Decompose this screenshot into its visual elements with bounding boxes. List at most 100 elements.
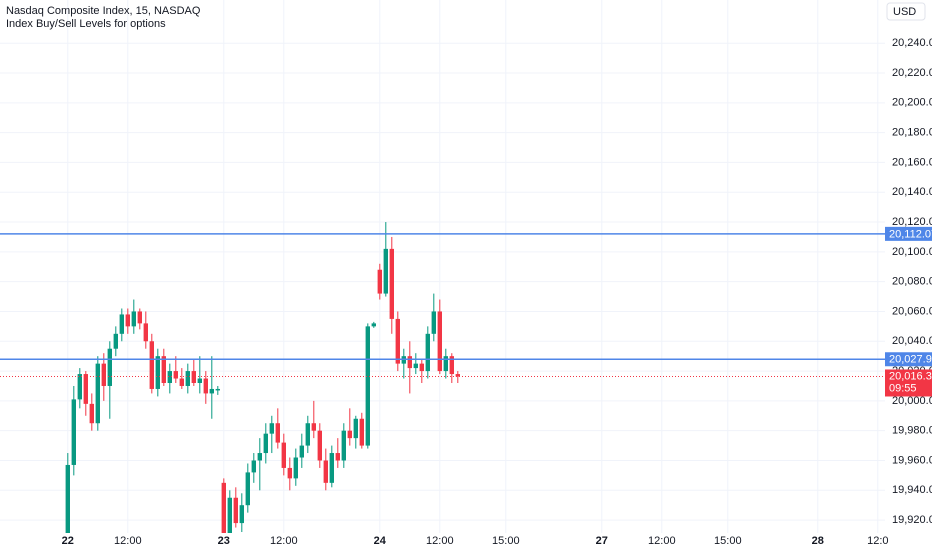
y-tick-label: 20,120.00 <box>892 216 932 228</box>
axes: 19,920.00 19,940.00 19,960.00 19,980.00 20,0… <box>62 37 932 547</box>
x-tick-label: 24 <box>374 535 387 547</box>
candle-body <box>383 248 388 294</box>
candle-body <box>215 388 220 391</box>
candle-body <box>311 423 316 431</box>
candle-body <box>221 482 226 533</box>
chart-subtitle: Index Buy/Sell Levels for options <box>6 18 166 30</box>
candle-body <box>341 430 346 461</box>
x-tick-label: 28 <box>812 535 824 547</box>
candle-body <box>227 497 232 533</box>
currency-label[interactable]: USD <box>893 6 916 18</box>
candle-body <box>131 311 136 327</box>
y-tick-label: 20,240.00 <box>892 37 932 49</box>
y-tick-label: 19,920.00 <box>892 514 932 526</box>
y-tick-label: 20,060.00 <box>892 305 932 317</box>
candle-body <box>335 453 340 461</box>
candle-body <box>197 378 202 383</box>
x-tick-label: 22 <box>62 535 74 547</box>
candle-body <box>245 472 250 506</box>
candle-body <box>257 453 262 461</box>
currency-button[interactable] <box>886 2 926 21</box>
x-tick-label: 12:0 <box>867 535 888 547</box>
y-tick-label: 19,960.00 <box>892 454 932 466</box>
candle-body <box>329 453 334 483</box>
candle-body <box>65 464 70 533</box>
y-tick-label: 20,040.00 <box>892 335 932 347</box>
candle-body <box>251 460 256 473</box>
chart-title: Nasdaq Composite Index, 15, NASDAQ <box>6 5 201 17</box>
candle-body <box>323 460 328 483</box>
grid <box>0 0 885 533</box>
x-tick-label: 15:00 <box>492 535 520 547</box>
candle-body <box>137 311 142 324</box>
candle-body <box>305 423 310 446</box>
candle-body <box>143 323 148 342</box>
candle-body <box>101 363 106 386</box>
y-tick-label: 20,160.00 <box>892 156 932 168</box>
y-tick-label: 19,980.00 <box>892 425 932 437</box>
candle-body <box>407 356 412 369</box>
candle-body <box>353 418 358 439</box>
candle-body <box>209 388 214 394</box>
y-tick-label: 20,000.00 <box>892 395 932 407</box>
y-tick-label: 20,200.00 <box>892 97 932 109</box>
candle-body <box>179 378 184 386</box>
candle-body <box>191 371 196 383</box>
x-tick-label: 15:00 <box>714 535 742 547</box>
candle-body <box>359 418 364 446</box>
x-tick-label: 12:00 <box>270 535 298 547</box>
candle-body <box>269 423 274 434</box>
level-label-bg <box>885 352 932 367</box>
countdown-label: 09:55 <box>889 382 917 394</box>
x-tick-label: 12:00 <box>114 535 142 547</box>
candle-body <box>167 371 172 383</box>
y-tick-label: 20,100.00 <box>892 246 932 258</box>
last-price-label: 20,016.37 <box>889 370 932 382</box>
candle-body <box>425 333 430 372</box>
candle-body <box>287 467 292 479</box>
y-tick-label: 20,140.00 <box>892 186 932 198</box>
plot-area <box>0 222 885 533</box>
candle-body <box>77 374 82 400</box>
candle-body <box>71 399 76 465</box>
candle-body <box>119 314 124 334</box>
candle-body <box>371 323 376 327</box>
candle-body <box>89 403 94 424</box>
candle-body <box>449 356 454 375</box>
candle-body <box>431 311 436 334</box>
x-tick-label: 12:00 <box>426 535 454 547</box>
last-price-bg <box>885 369 932 397</box>
x-tick-label: 12:00 <box>648 535 676 547</box>
candle-body <box>347 430 352 439</box>
candle-body <box>161 356 166 383</box>
candle-body <box>185 371 190 386</box>
level-label-bg <box>885 226 932 241</box>
candle-body <box>281 442 286 468</box>
level-label: 20,112.07 <box>889 228 932 240</box>
candle-body <box>173 371 178 379</box>
x-tick-label: 23 <box>218 535 230 547</box>
candle-body <box>389 248 394 319</box>
candle-body <box>395 318 400 364</box>
candle-body <box>275 423 280 443</box>
candle-body <box>437 311 442 372</box>
candle-body <box>113 333 118 349</box>
candle-body <box>239 505 244 524</box>
candle-body <box>419 363 424 372</box>
level-label: 20,027.93 <box>889 354 932 366</box>
candle-body <box>149 341 154 389</box>
candle-body <box>443 356 448 372</box>
candle-body <box>125 314 130 327</box>
candle-body <box>365 326 370 446</box>
candle-body <box>299 445 304 458</box>
candle-body <box>233 497 238 524</box>
candle-body <box>293 457 298 479</box>
candle-body <box>413 363 418 369</box>
candle-body <box>203 378 208 394</box>
candle-body <box>377 269 382 294</box>
candle-body <box>317 430 322 461</box>
x-tick-label: 27 <box>596 535 608 547</box>
y-tick-label: 19,940.00 <box>892 484 932 496</box>
candle-body <box>107 348 112 386</box>
